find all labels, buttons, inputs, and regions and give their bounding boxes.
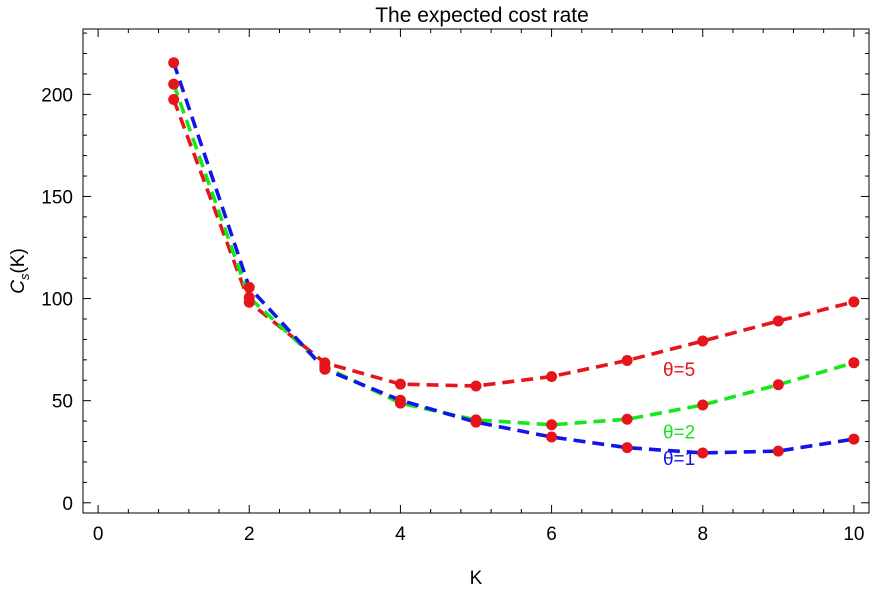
y-tick-label: 0 xyxy=(62,494,73,515)
data-point xyxy=(848,433,860,445)
x-axis-label: K xyxy=(470,568,483,589)
data-point xyxy=(546,371,558,383)
annotation-layer: θ=5 θ=2 θ=1 xyxy=(663,360,695,470)
data-point xyxy=(470,416,482,428)
data-point xyxy=(470,380,482,392)
y-tick-label: 50 xyxy=(52,392,73,413)
x-tick-label: 0 xyxy=(93,524,104,545)
plot-frame xyxy=(82,28,870,514)
data-point xyxy=(697,399,709,411)
series-annotation: θ=2 xyxy=(663,422,695,443)
data-point xyxy=(319,363,331,375)
points-layer xyxy=(168,57,860,459)
data-point xyxy=(848,357,860,369)
data-point xyxy=(168,78,180,90)
data-point xyxy=(168,57,180,69)
data-point xyxy=(243,281,255,293)
data-point xyxy=(697,335,709,347)
data-point xyxy=(621,354,633,366)
data-point xyxy=(772,445,784,457)
data-point xyxy=(243,292,255,304)
series-line-0 xyxy=(172,98,855,388)
y-tick-label: 200 xyxy=(41,85,73,106)
y-axis-label: Cs(K) xyxy=(8,248,32,294)
series-annotation: θ=5 xyxy=(663,360,695,381)
chart-title: The expected cost rate xyxy=(375,4,589,27)
series-line-1 xyxy=(171,83,855,427)
x-tick-label: 2 xyxy=(244,524,255,545)
data-point xyxy=(394,394,406,406)
x-axis: 0 2 4 6 8 10 xyxy=(93,29,864,545)
series-line-2 xyxy=(171,62,855,455)
x-tick-label: 8 xyxy=(697,524,708,545)
data-point xyxy=(621,442,633,454)
x-tick-label: 6 xyxy=(546,524,557,545)
y-tick-label: 100 xyxy=(41,290,73,311)
data-point xyxy=(546,431,558,443)
data-point xyxy=(546,419,558,431)
data-point xyxy=(168,93,180,105)
data-point xyxy=(394,378,406,390)
y-axis: 0 50 100 150 200 xyxy=(41,32,869,515)
data-point xyxy=(848,296,860,308)
y-tick-label: 150 xyxy=(41,187,73,208)
data-point xyxy=(621,413,633,425)
series-layer xyxy=(171,62,855,455)
data-point xyxy=(697,447,709,459)
data-point xyxy=(772,315,784,327)
series-annotation: θ=1 xyxy=(663,449,695,470)
x-tick-label: 4 xyxy=(395,524,406,545)
data-point xyxy=(772,379,784,391)
x-tick-label: 10 xyxy=(843,524,864,545)
